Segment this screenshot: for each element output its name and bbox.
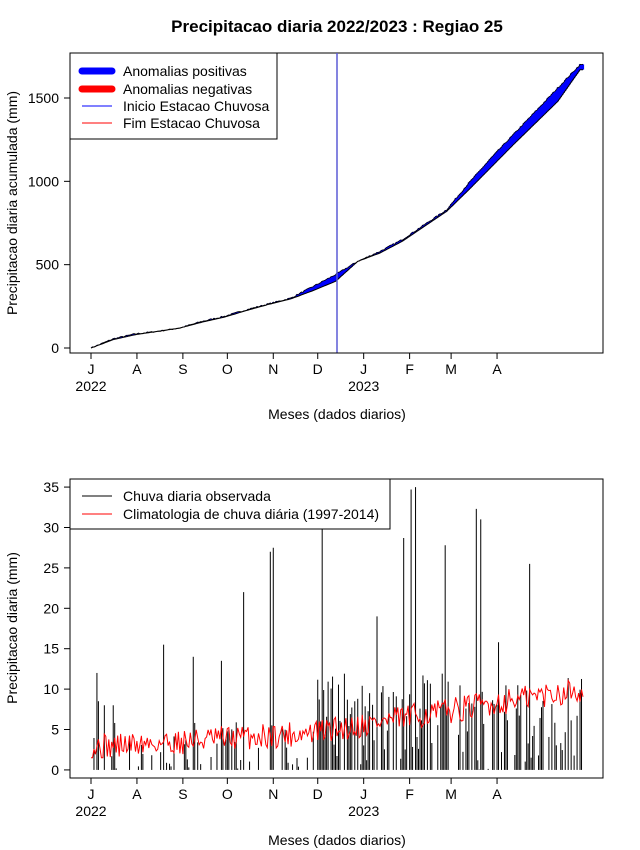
daily-precip-chart: 0 5 10 15 20 25 30 35 J A S O N D J F M A 2022 2023 Precip… — [4, 478, 604, 848]
x-tick-label: S — [178, 361, 187, 377]
x-tick-label: A — [132, 361, 142, 377]
top-plot-data — [90, 53, 585, 353]
bottom-y-axis-label: Precipitacao diaria (mm) — [4, 552, 20, 704]
y-tick-label: 15 — [43, 641, 59, 657]
top-x-axis-label: Meses (dados diarios) — [268, 406, 406, 422]
legend-label-fim: Fim Estacao Chuvosa — [123, 115, 260, 131]
x-tick-label: J — [88, 786, 95, 802]
chart-title: Precipitacao diaria 2022/2023 : Regiao 2… — [171, 17, 503, 36]
legend-label-climatology: Climatologia de chuva diária (1997-2014) — [123, 506, 379, 522]
x-tick-label: F — [405, 786, 414, 802]
y-tick-label: 0 — [51, 340, 59, 356]
x-tick-label: O — [222, 361, 233, 377]
x-year-label: 2023 — [348, 803, 379, 819]
cumulative-precip-chart: 0 500 1000 1500 J A S O N D J F M A 2022 2023 Precipit… — [4, 52, 604, 422]
y-tick-label: 0 — [51, 762, 59, 778]
y-tick-label: 1500 — [28, 90, 59, 106]
x-tick-label: M — [445, 361, 457, 377]
top-x-axis: J A S O N D J F M A 2022 2023 — [75, 352, 502, 394]
y-tick-label: 20 — [43, 600, 59, 616]
x-tick-label: N — [268, 786, 278, 802]
x-tick-label: A — [492, 361, 502, 377]
top-legend-box — [69, 52, 278, 140]
x-tick-label: J — [88, 361, 95, 377]
top-legend: Anomalias positivas Anomalias negativas … — [69, 52, 278, 140]
x-tick-label: N — [268, 361, 278, 377]
y-tick-label: 35 — [43, 479, 59, 495]
y-tick-label: 500 — [36, 257, 60, 273]
x-year-label: 2022 — [75, 803, 106, 819]
x-tick-label: J — [360, 786, 367, 802]
x-tick-label: A — [132, 786, 142, 802]
y-tick-label: 10 — [43, 681, 59, 697]
bottom-y-axis: 0 5 10 15 20 25 30 35 — [43, 479, 71, 778]
top-y-axis: 0 500 1000 1500 — [28, 90, 71, 356]
x-tick-label: A — [492, 786, 502, 802]
y-tick-label: 5 — [51, 722, 59, 738]
x-tick-label: S — [178, 786, 187, 802]
top-y-axis-label: Precipitacao diaria acumulada (mm) — [4, 91, 20, 315]
bottom-legend: Chuva diaria observada Climatologia de c… — [69, 478, 391, 530]
bottom-legend-box — [69, 478, 391, 530]
bottom-x-axis: J A S O N D J F M A 2022 2023 — [75, 777, 502, 819]
legend-label-inicio: Inicio Estacao Chuvosa — [123, 98, 270, 114]
legend-label-positive: Anomalias positivas — [123, 63, 247, 79]
x-tick-label: M — [445, 786, 457, 802]
x-tick-label: F — [405, 361, 414, 377]
x-year-label: 2022 — [75, 378, 106, 394]
y-tick-label: 1000 — [28, 173, 59, 189]
bottom-plot-data — [91, 487, 584, 770]
x-year-label: 2023 — [348, 378, 379, 394]
x-tick-label: D — [313, 361, 323, 377]
bottom-x-axis-label: Meses (dados diarios) — [268, 832, 406, 848]
x-tick-label: J — [360, 361, 367, 377]
legend-label-observed: Chuva diaria observada — [123, 488, 271, 504]
legend-label-negative: Anomalias negativas — [123, 81, 252, 97]
x-tick-label: D — [313, 786, 323, 802]
y-tick-label: 30 — [43, 519, 59, 535]
climatology-daily-line — [91, 678, 584, 759]
y-tick-label: 25 — [43, 560, 59, 576]
x-tick-label: O — [222, 786, 233, 802]
